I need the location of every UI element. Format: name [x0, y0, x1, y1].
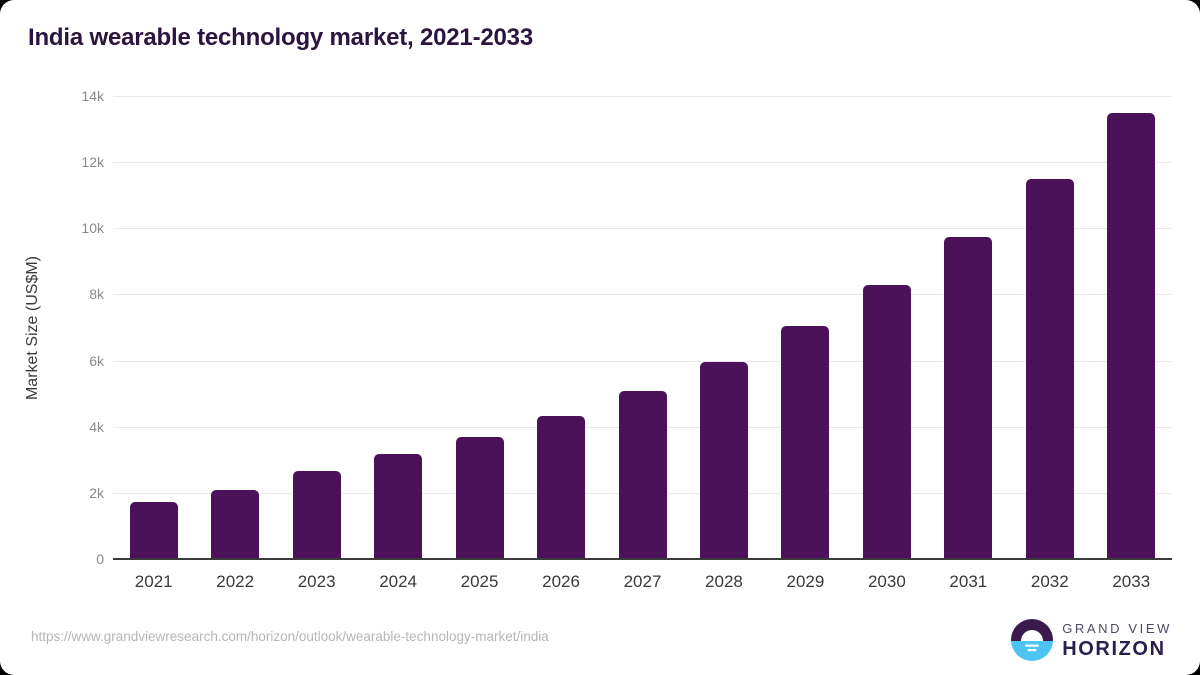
brand-logo-text: GRAND VIEW HORIZON: [1062, 622, 1172, 659]
gridline: [113, 294, 1172, 296]
y-tick-label: 2k: [89, 484, 104, 501]
horizon-sun-icon: [1011, 619, 1054, 661]
bar[interactable]: [944, 236, 993, 559]
bar[interactable]: [1107, 113, 1156, 559]
x-tick-label: 2023: [297, 572, 336, 591]
y-tick-label: 0: [96, 551, 104, 567]
gridline: [113, 360, 1172, 362]
y-tick-label: 12k: [81, 154, 104, 171]
bar[interactable]: [862, 285, 911, 559]
x-tick-label: 2025: [460, 572, 499, 591]
bar[interactable]: [781, 326, 830, 559]
page-title: India wearable technology market, 2021-2…: [28, 24, 533, 51]
x-tick-label: 2026: [542, 572, 580, 591]
x-tick-label: 2029: [786, 572, 825, 591]
x-tick-label: 2024: [379, 572, 418, 591]
bar[interactable]: [211, 490, 260, 559]
bar[interactable]: [292, 471, 341, 559]
y-tick-label: 4k: [89, 418, 104, 435]
bar[interactable]: [618, 391, 667, 559]
gridline: [113, 162, 1172, 164]
y-axis-title-label: Market Size (US$M): [24, 255, 41, 400]
source-url[interactable]: https://www.grandviewresearch.com/horizo…: [31, 629, 549, 644]
x-tick-label: 2028: [705, 572, 743, 591]
brand-logo-line2: HORIZON: [1062, 637, 1166, 660]
x-axis-line: [113, 558, 1172, 560]
plot-canvas: [113, 96, 1172, 559]
x-tick-label: 2033: [1112, 572, 1151, 591]
gridline: [113, 228, 1172, 230]
bar[interactable]: [455, 436, 504, 559]
bar[interactable]: [537, 415, 586, 559]
gridline: [113, 96, 1172, 97]
x-tick-label: 2031: [949, 572, 988, 591]
brand-logo: GRAND VIEW HORIZON: [1011, 618, 1172, 662]
x-tick-label: 2030: [867, 572, 906, 591]
x-tick-label: 2027: [623, 572, 662, 591]
x-tick-label: 2021: [134, 572, 173, 591]
x-tick-label: 2032: [1030, 572, 1069, 591]
x-tick-label: 2022: [216, 572, 255, 591]
brand-logo-line1: GRAND VIEW: [1062, 620, 1172, 636]
y-tick-label: 6k: [89, 352, 104, 369]
y-tick-label: 14k: [81, 88, 104, 104]
bar[interactable]: [374, 453, 423, 559]
bar[interactable]: [1025, 179, 1074, 559]
y-tick-label: 8k: [89, 286, 104, 303]
bar[interactable]: [699, 361, 748, 559]
y-tick-label: 10k: [81, 220, 104, 237]
bar[interactable]: [129, 502, 178, 559]
